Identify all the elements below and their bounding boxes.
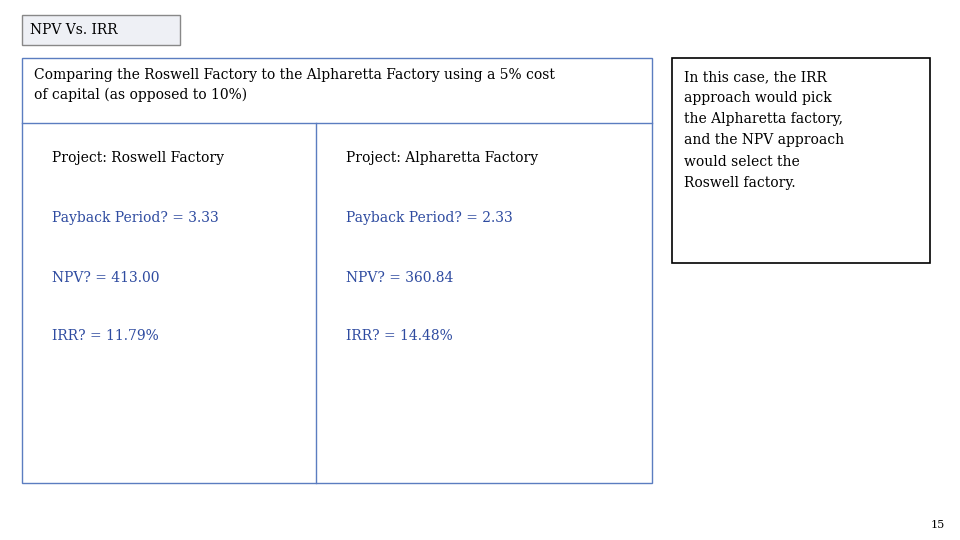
Text: Comparing the Roswell Factory to the Alpharetta Factory using a 5% cost
of capit: Comparing the Roswell Factory to the Alp… xyxy=(34,68,555,102)
FancyBboxPatch shape xyxy=(22,15,180,45)
FancyBboxPatch shape xyxy=(22,58,652,483)
Text: Payback Period? = 3.33: Payback Period? = 3.33 xyxy=(52,211,219,225)
Text: 15: 15 xyxy=(931,520,945,530)
FancyBboxPatch shape xyxy=(672,58,930,263)
Text: Payback Period? = 2.33: Payback Period? = 2.33 xyxy=(347,211,513,225)
Text: In this case, the IRR
approach would pick
the Alpharetta factory,
and the NPV ap: In this case, the IRR approach would pic… xyxy=(684,70,844,190)
Text: IRR? = 11.79%: IRR? = 11.79% xyxy=(52,329,158,343)
Text: Project: Alpharetta Factory: Project: Alpharetta Factory xyxy=(347,151,539,165)
Text: NPV Vs. IRR: NPV Vs. IRR xyxy=(30,23,118,37)
Text: NPV? = 360.84: NPV? = 360.84 xyxy=(347,271,453,285)
Text: NPV? = 413.00: NPV? = 413.00 xyxy=(52,271,159,285)
Text: Project: Roswell Factory: Project: Roswell Factory xyxy=(52,151,224,165)
Text: IRR? = 14.48%: IRR? = 14.48% xyxy=(347,329,453,343)
